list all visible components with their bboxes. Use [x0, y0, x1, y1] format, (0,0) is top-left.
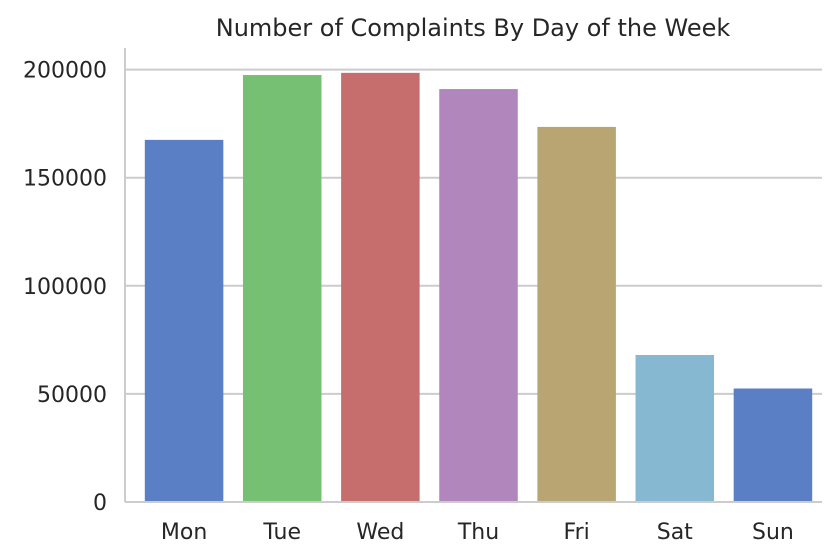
y-tick-label: 200000: [23, 59, 107, 84]
chart-title: Number of Complaints By Day of the Week: [216, 14, 731, 42]
y-tick-label: 100000: [23, 275, 107, 300]
bar-sun: [733, 388, 813, 502]
bar-mon: [144, 139, 224, 502]
x-tick-label-sun: Sun: [752, 520, 794, 545]
x-tick-label-sat: Sat: [657, 520, 693, 545]
x-tick-label-fri: Fri: [564, 520, 590, 545]
y-tick-label: 150000: [23, 167, 107, 192]
bar-sat: [635, 354, 715, 502]
axes: [124, 48, 822, 503]
bar-thu: [439, 89, 518, 503]
y-tick-label: 50000: [37, 383, 107, 408]
y-tick-labels: 0 50000 100000 150000 200000: [23, 59, 107, 516]
y-tick-label: 0: [93, 491, 107, 516]
x-tick-label-thu: Thu: [457, 520, 499, 545]
x-tick-label-wed: Wed: [356, 520, 404, 545]
x-tick-label-mon: Mon: [161, 520, 207, 545]
x-tick-labels: Mon Tue Wed Thu Fri Sat Sun: [161, 520, 794, 545]
bar-tue: [242, 75, 322, 503]
x-tick-label-tue: Tue: [262, 520, 301, 545]
bar-fri: [537, 126, 616, 503]
bars: [144, 72, 813, 503]
bar-wed: [341, 72, 420, 502]
